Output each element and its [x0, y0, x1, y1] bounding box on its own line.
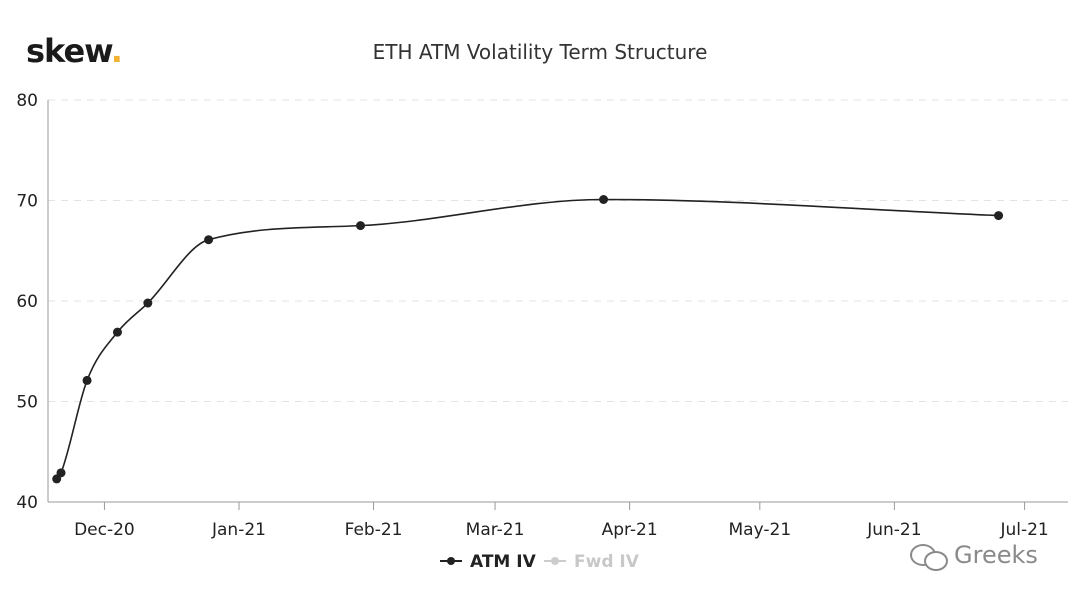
watermark-text: Greeks — [954, 541, 1038, 569]
x-tick-label: Apr-21 — [602, 520, 658, 540]
axes — [47, 100, 1068, 503]
skew-logo: skew. — [26, 32, 123, 70]
data-point — [204, 235, 214, 245]
legend-marker — [447, 557, 455, 565]
series-line-atm-iv — [56, 198, 999, 480]
data-point — [599, 194, 609, 204]
data-point — [56, 468, 66, 478]
y-tick-label: 40 — [16, 493, 38, 513]
x-tick-label: Jul-21 — [999, 520, 1048, 540]
y-tick-label: 70 — [16, 192, 38, 212]
legend-label: ATM IV — [470, 552, 537, 572]
data-point — [994, 211, 1004, 221]
x-tick-label: Jan-21 — [211, 520, 266, 540]
data-point — [356, 221, 366, 231]
x-tick-label: Feb-21 — [345, 520, 403, 540]
data-point — [82, 375, 92, 385]
legend-item-fwd-iv[interactable]: Fwd IV — [544, 552, 640, 572]
wechat-icon — [908, 542, 948, 571]
legend-label: Fwd IV — [574, 552, 640, 572]
legend[interactable]: ATM IV Fwd IV — [440, 552, 640, 572]
y-tick-label: 50 — [16, 393, 38, 413]
series-layer — [52, 194, 1004, 484]
x-tick-label: Mar-21 — [466, 520, 525, 540]
x-axis-ticks: Dec-20 Jan-21 Feb-21 Mar-21 Apr-21 May-21 Jun-… — [74, 502, 1049, 540]
y-axis-ticks: 40 50 60 70 80 — [16, 91, 38, 513]
legend-item-atm-iv[interactable]: ATM IV — [440, 552, 537, 572]
grid-lines — [48, 99, 1068, 402]
legend-marker — [551, 557, 559, 565]
logo-text: skew — [26, 32, 112, 70]
x-tick-label: May-21 — [729, 520, 792, 540]
data-point — [143, 298, 153, 308]
x-tick-label: Dec-20 — [74, 520, 135, 540]
y-tick-label: 80 — [16, 91, 38, 111]
watermark: Greeks — [908, 541, 1038, 571]
y-tick-label: 60 — [16, 292, 38, 312]
chart-title: ETH ATM Volatility Term Structure — [372, 40, 708, 64]
x-tick-label: Jun-21 — [866, 520, 921, 540]
logo-dot: . — [110, 32, 123, 70]
data-point — [112, 327, 122, 337]
